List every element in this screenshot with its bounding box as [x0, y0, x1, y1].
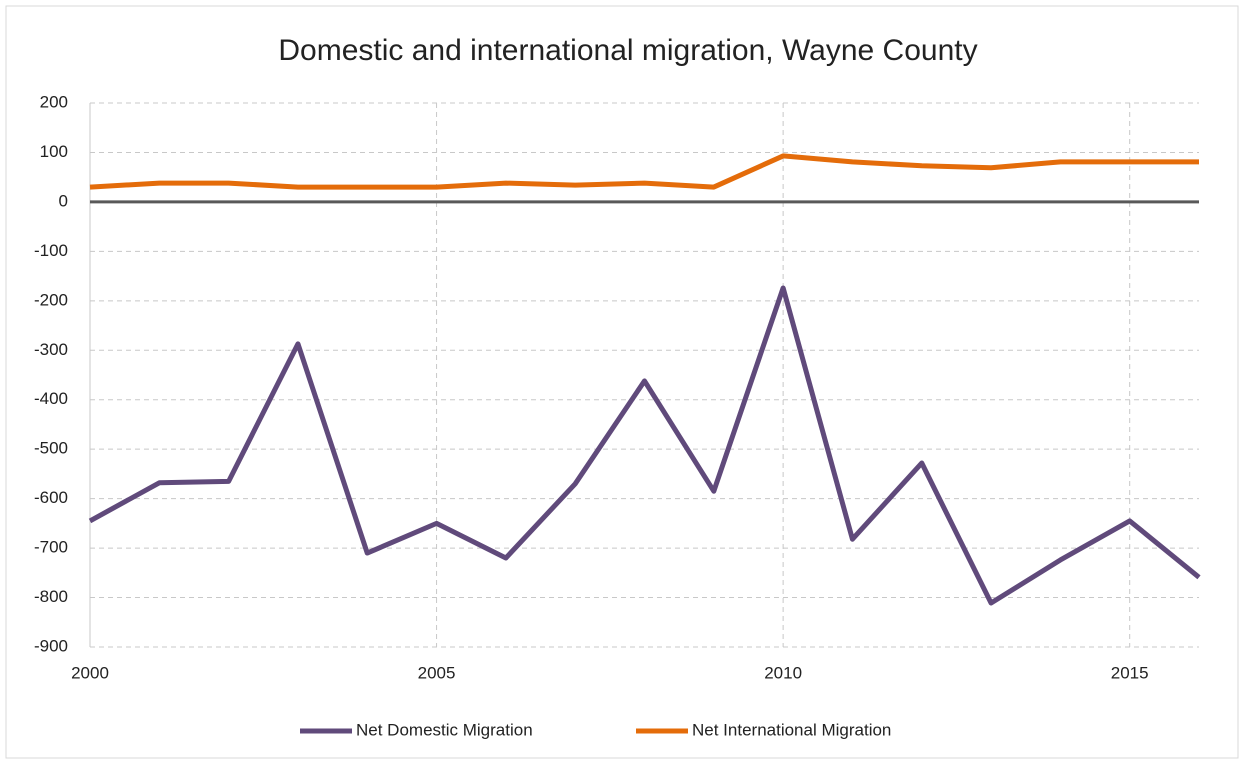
- y-tick-label: -900: [34, 636, 68, 655]
- legend-label: Net International Migration: [692, 720, 891, 739]
- y-tick-label: -600: [34, 488, 68, 507]
- y-tick-label: -800: [34, 587, 68, 606]
- y-tick-label: -200: [34, 290, 68, 309]
- y-tick-label: 100: [40, 142, 68, 161]
- x-tick-label: 2015: [1111, 663, 1149, 682]
- y-tick-label: 0: [59, 191, 68, 210]
- x-tick-label: 2005: [418, 663, 456, 682]
- data-line: [88, 285, 1201, 606]
- y-tick-label: -300: [34, 340, 68, 359]
- legend-label: Net Domestic Migration: [356, 720, 533, 739]
- y-tick-label: -100: [34, 241, 68, 260]
- y-tick-label: -500: [34, 439, 68, 458]
- x-tick-label: 2000: [71, 663, 109, 682]
- y-tick-label: -400: [34, 389, 68, 408]
- y-tick-label: -700: [34, 538, 68, 557]
- chart-border: [5, 5, 1239, 759]
- data-line: [89, 153, 1199, 190]
- chart-title: Domestic and international migration, Wa…: [278, 34, 977, 67]
- x-tick-label: 2010: [764, 663, 802, 682]
- y-tick-label: 200: [40, 92, 68, 111]
